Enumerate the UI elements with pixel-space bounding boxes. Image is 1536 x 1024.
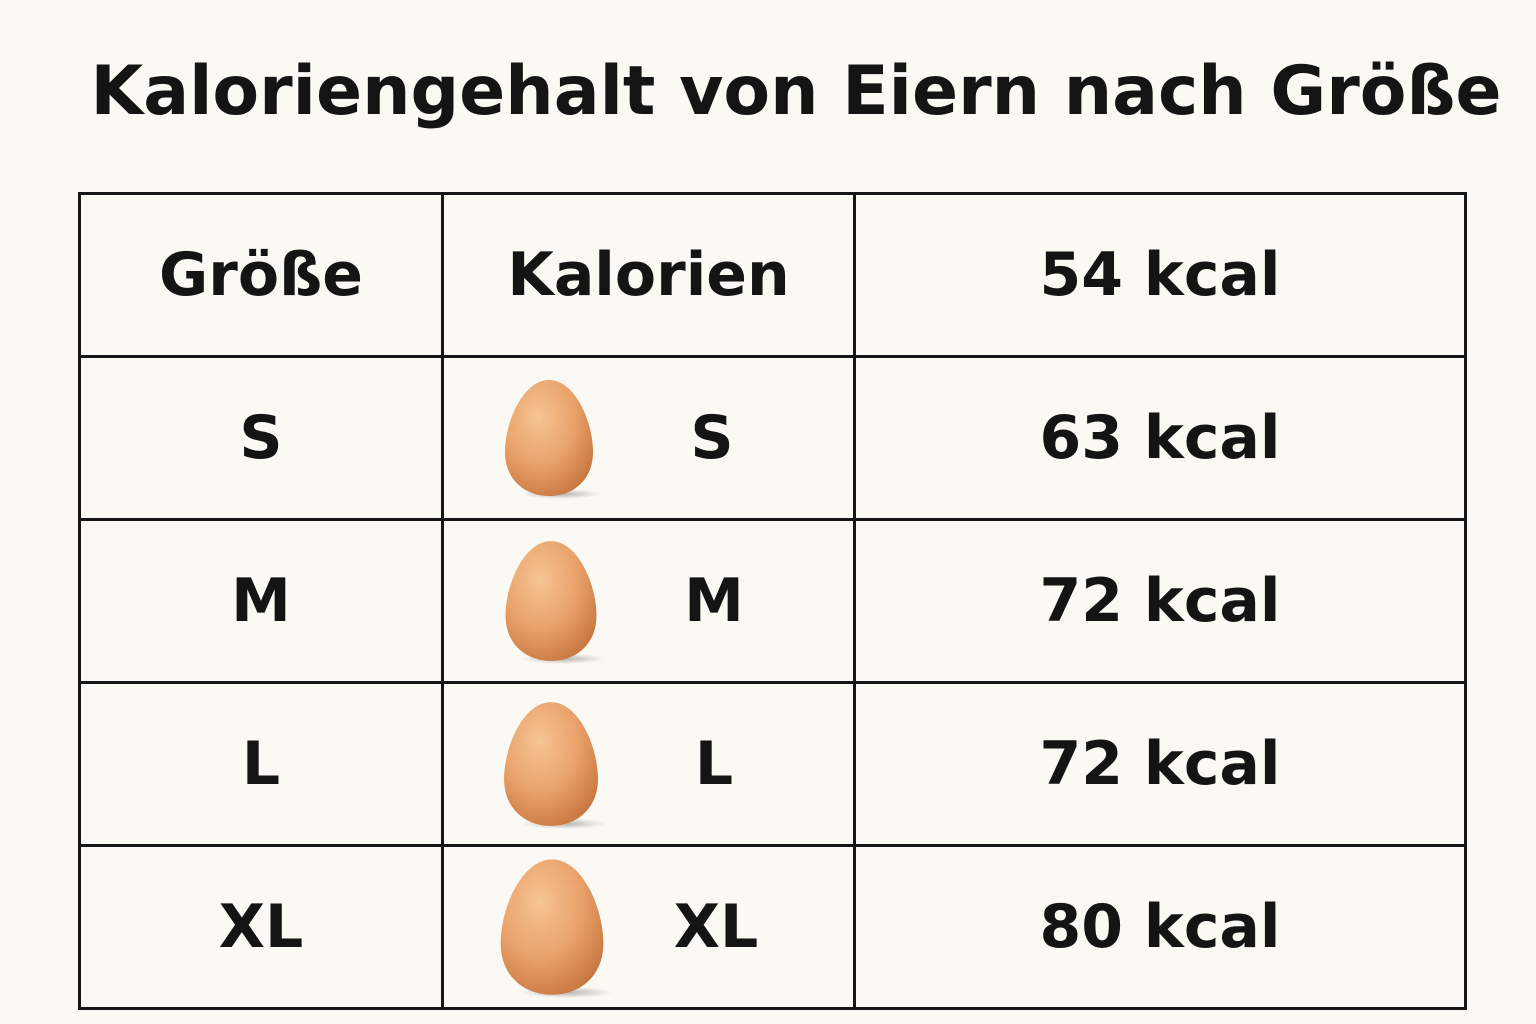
table-row: XL XL 80 kcal [78,844,1467,1010]
size-cell: XL [78,844,444,1010]
calories-cell: 72 kcal [853,681,1467,847]
calories-cell: 63 kcal [853,355,1467,521]
egg-size-label: M [684,566,744,636]
header-calories: Kalorien [441,192,856,358]
egg-cell: M [441,518,856,684]
egg-icon [499,521,605,681]
header-value: 54 kcal [853,192,1467,358]
egg-cell: S [441,355,856,521]
table-row: S S 63 kcal [78,355,1467,521]
table-row: L L 72 kcal [78,681,1467,847]
calories-text: 63 kcal [1039,403,1281,473]
header-value-text: 54 kcal [1039,240,1281,310]
size-cell: S [78,355,444,521]
egg-calorie-table: Größe Kalorien 54 kcal S S 63 kcal M M 7 [78,192,1467,1010]
calories-text: 80 kcal [1039,892,1281,962]
table-header-row: Größe Kalorien 54 kcal [78,192,1467,358]
calories-text: 72 kcal [1039,729,1281,799]
calories-cell: 80 kcal [853,844,1467,1010]
calories-text: 72 kcal [1039,566,1281,636]
size-cell: L [78,681,444,847]
egg-size-label: S [690,403,734,473]
egg-icon [497,684,607,844]
page-title: Kaloriengehalt von Eiern nach Größe [90,52,1502,131]
size-cell: M [78,518,444,684]
egg-cell: XL [441,844,856,1010]
egg-size-label: XL [673,892,759,962]
egg-icon [492,847,613,1007]
calories-cell: 72 kcal [853,518,1467,684]
header-size: Größe [78,192,444,358]
table-row: M M 72 kcal [78,518,1467,684]
egg-size-label: L [694,729,734,799]
egg-cell: L [441,681,856,847]
egg-icon [499,358,601,518]
